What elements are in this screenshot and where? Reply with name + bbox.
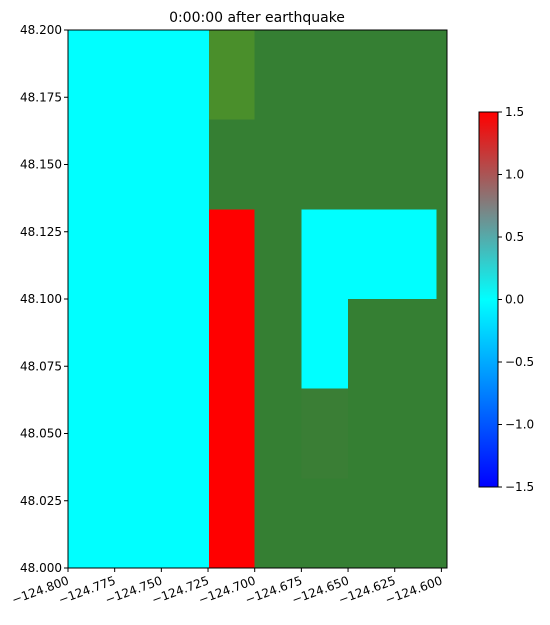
y-tick-label: 48.200 bbox=[20, 23, 62, 37]
land-cell bbox=[208, 119, 255, 210]
chart-title: 0:00:00 after earthquake bbox=[169, 10, 345, 26]
water-cell bbox=[394, 209, 437, 299]
land-cell bbox=[254, 30, 302, 568]
land-cell bbox=[394, 299, 447, 568]
y-tick-label: 48.000 bbox=[20, 561, 62, 575]
land-cell bbox=[348, 299, 395, 568]
water-cell bbox=[348, 209, 395, 299]
land-cell bbox=[348, 30, 395, 210]
colorbar-tick-label: −0.5 bbox=[505, 355, 534, 369]
land-cell bbox=[301, 388, 349, 479]
heatmap-cells bbox=[68, 30, 447, 568]
colorbar-tick-label: 1.0 bbox=[505, 168, 524, 182]
colorbar-gradient bbox=[478, 111, 499, 488]
y-tick-label: 48.100 bbox=[20, 292, 62, 306]
y-tick-label: 48.150 bbox=[20, 158, 62, 172]
land-cell bbox=[301, 30, 349, 210]
land-cell bbox=[208, 30, 255, 120]
water-cell bbox=[208, 209, 255, 568]
water-cell bbox=[301, 209, 349, 389]
y-axis: 48.000 48.025 48.050 48.075 48.100 48.125 48.1… bbox=[20, 23, 68, 575]
land-cell bbox=[394, 30, 447, 210]
colorbar-tick-label: 0.0 bbox=[505, 293, 524, 307]
colorbar-tick-label: 0.5 bbox=[505, 230, 524, 244]
land-cell bbox=[301, 478, 349, 568]
y-tick-label: 48.025 bbox=[20, 494, 62, 508]
colorbar-tick-label: −1.0 bbox=[505, 418, 534, 432]
y-tick-label: 48.125 bbox=[20, 225, 62, 239]
y-tick-label: 48.075 bbox=[20, 359, 62, 373]
colorbar-tick-label: 1.5 bbox=[505, 105, 524, 119]
water-cell bbox=[68, 30, 209, 568]
y-tick-label: 48.175 bbox=[20, 90, 62, 104]
colorbar-tick-label: −1.5 bbox=[505, 480, 534, 494]
colorbar-ticks: −1.5 −1.0 −0.5 0.0 0.5 1.0 1.5 bbox=[498, 105, 534, 494]
x-axis: −124.800−124.775−124.750−124.725−124.700… bbox=[10, 568, 444, 607]
land-cell bbox=[436, 209, 447, 299]
y-tick-label: 48.050 bbox=[20, 427, 62, 441]
colorbar: −1.5 −1.0 −0.5 0.0 0.5 1.0 1.5 bbox=[478, 105, 534, 494]
